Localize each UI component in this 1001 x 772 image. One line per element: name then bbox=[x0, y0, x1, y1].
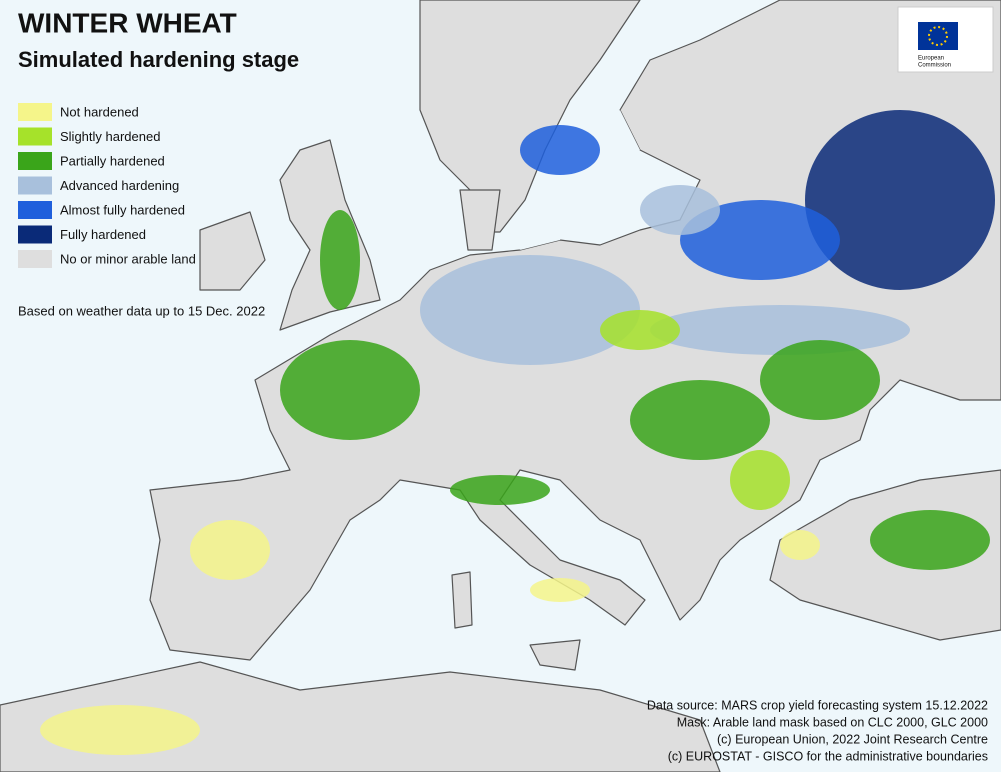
legend-label: Fully hardened bbox=[60, 227, 146, 242]
legend-label: No or minor arable land bbox=[60, 251, 196, 266]
title: WINTER WHEAT bbox=[18, 7, 237, 38]
legend-label: Almost fully hardened bbox=[60, 202, 185, 217]
denmark bbox=[459, 189, 501, 251]
hardening-area bbox=[870, 510, 990, 570]
hardening-area bbox=[600, 310, 680, 350]
hardening-area bbox=[650, 305, 910, 355]
hardening-area bbox=[520, 125, 600, 175]
legend-swatch bbox=[18, 152, 52, 170]
legend-label: Not hardened bbox=[60, 104, 139, 119]
legend-swatch bbox=[18, 225, 52, 244]
logo-stars bbox=[928, 26, 948, 46]
legend-swatch bbox=[18, 201, 52, 219]
legend-swatch bbox=[18, 127, 52, 146]
hardening-area bbox=[760, 340, 880, 420]
hardening-area bbox=[450, 475, 550, 505]
legend-label: Partially hardened bbox=[60, 153, 165, 168]
legend-label: Slightly hardened bbox=[60, 129, 160, 144]
hardening-area bbox=[420, 255, 640, 365]
hardening-area bbox=[680, 200, 840, 280]
baltic-sea bbox=[520, 110, 640, 250]
source-line: Data source: MARS crop yield forecasting… bbox=[647, 698, 988, 712]
hardening-areas bbox=[40, 110, 995, 755]
hardening-area bbox=[40, 705, 200, 755]
source-line: (c) European Union, 2022 Joint Research … bbox=[717, 732, 988, 746]
hardening-area bbox=[640, 185, 720, 235]
logo-text: Commission bbox=[918, 63, 951, 69]
logo-text: European bbox=[918, 56, 944, 62]
note: Based on weather data up to 15 Dec. 2022 bbox=[18, 303, 265, 318]
hardening-area bbox=[530, 578, 590, 602]
hardening-area bbox=[320, 210, 360, 310]
logo-flag bbox=[918, 22, 958, 50]
subtitle: Simulated hardening stage bbox=[18, 47, 299, 72]
source-line: (c) EUROSTAT - GISCO for the administrat… bbox=[668, 749, 988, 763]
legend-swatch bbox=[18, 103, 52, 121]
sources: Data source: MARS crop yield forecasting… bbox=[647, 698, 988, 763]
legend-swatch bbox=[18, 250, 52, 268]
hardening-area bbox=[780, 530, 820, 560]
legend-swatch bbox=[18, 176, 52, 195]
legend-label: Advanced hardening bbox=[60, 178, 179, 193]
hardening-area bbox=[805, 110, 995, 290]
ireland bbox=[199, 211, 266, 291]
sicily bbox=[529, 639, 581, 671]
hardening-area bbox=[190, 520, 270, 580]
hardening-area bbox=[630, 380, 770, 460]
hardening-area bbox=[280, 340, 420, 440]
sardinia bbox=[451, 571, 473, 629]
hardening-area bbox=[730, 450, 790, 510]
scandinavia bbox=[419, 0, 641, 233]
legend: Not hardened Slightly hardened Partially h… bbox=[18, 103, 196, 268]
source-line: Mask: Arable land mask based on CLC 2000… bbox=[677, 715, 988, 729]
